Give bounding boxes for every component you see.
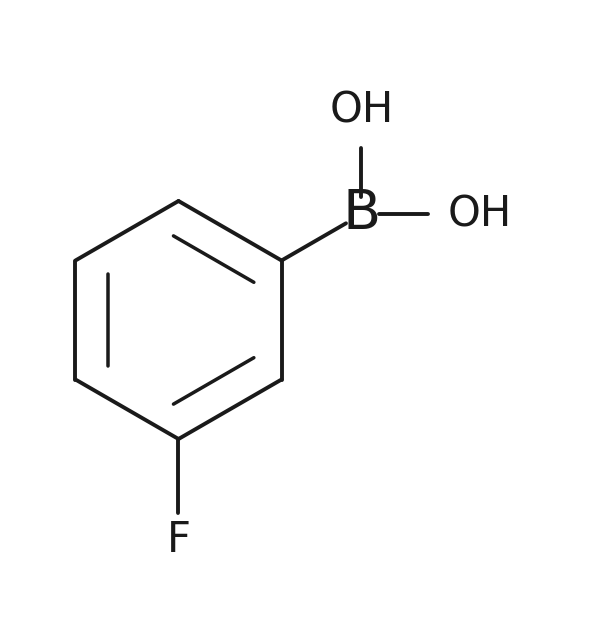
- Text: F: F: [167, 519, 190, 561]
- Text: OH: OH: [329, 89, 393, 131]
- Text: B: B: [342, 188, 380, 241]
- Text: OH: OH: [447, 193, 512, 236]
